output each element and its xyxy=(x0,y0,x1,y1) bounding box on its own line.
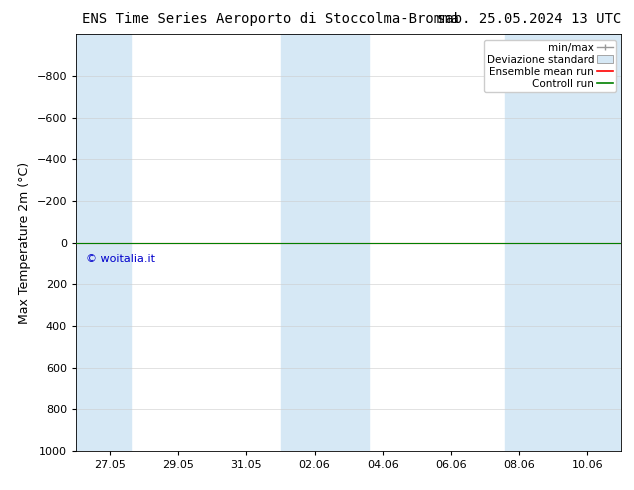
Bar xyxy=(505,34,621,451)
Text: sab. 25.05.2024 13 UTC: sab. 25.05.2024 13 UTC xyxy=(437,12,621,26)
Y-axis label: Max Temperature 2m (°C): Max Temperature 2m (°C) xyxy=(18,162,31,323)
Legend: min/max, Deviazione standard, Ensemble mean run, Controll run: min/max, Deviazione standard, Ensemble m… xyxy=(484,40,616,92)
Text: ENS Time Series Aeroporto di Stoccolma-Bromma: ENS Time Series Aeroporto di Stoccolma-B… xyxy=(82,12,459,26)
Text: © woitalia.it: © woitalia.it xyxy=(86,254,155,264)
Bar xyxy=(280,34,369,451)
Bar xyxy=(76,34,131,451)
